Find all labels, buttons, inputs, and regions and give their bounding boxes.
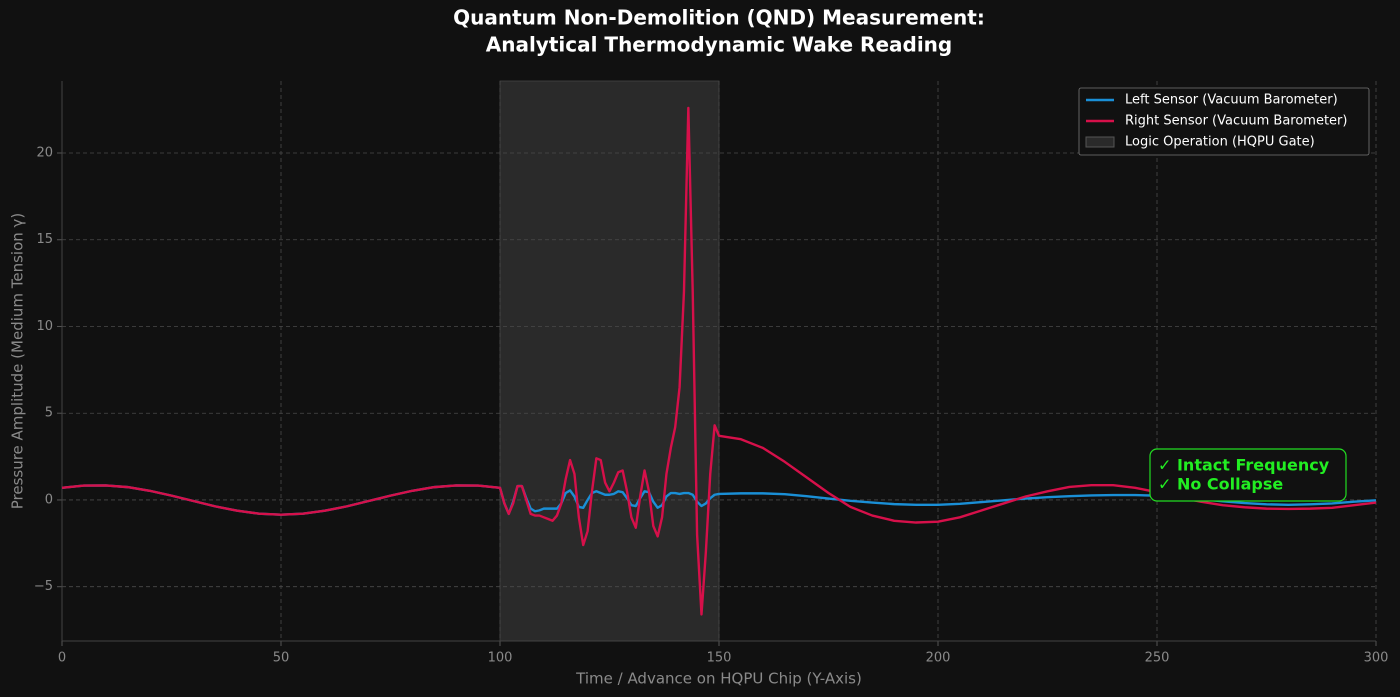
annotation: ✓ Intact Frequency — [1158, 456, 1330, 475]
legend-swatch — [1085, 136, 1115, 148]
x-axis-label: Time / Advance on HQPU Chip (Y-Axis) — [575, 670, 862, 688]
legend-label: Right Sensor (Vacuum Barometer) — [1125, 114, 1347, 129]
x-tick-label: 0 — [58, 651, 66, 666]
series-line — [61, 106, 1377, 616]
x-tick-label: 250 — [1145, 651, 1170, 666]
y-axis-label: Pressure Amplitude (Medium Tension γ) — [9, 213, 27, 510]
y-tick-label: 10 — [36, 319, 53, 334]
y-tick-label: 5 — [45, 406, 53, 421]
y-tick-label: 0 — [45, 492, 53, 507]
legend-label: Left Sensor (Vacuum Barometer) — [1125, 93, 1338, 108]
x-tick-label: 200 — [926, 651, 951, 666]
legend: Left Sensor (Vacuum Barometer) Right Sens… — [1078, 87, 1370, 156]
y-tick-label: 15 — [36, 232, 53, 247]
x-tick-label: 50 — [273, 651, 290, 666]
shaded-region — [499, 80, 720, 642]
annotation-box — [1149, 448, 1347, 502]
chart-title: Analytical Thermodynamic Wake Reading — [486, 33, 953, 57]
legend-label: Logic Operation (HQPU Gate) — [1125, 135, 1315, 150]
x-tick-label: 100 — [488, 651, 513, 666]
legend-box — [1078, 87, 1370, 156]
chart-title: Quantum Non-Demolition (QND) Measurement… — [453, 6, 985, 30]
y-tick-label: −5 — [34, 579, 53, 594]
x-tick-label: 300 — [1364, 651, 1389, 666]
x-tick-label: 150 — [707, 651, 732, 666]
annotation: ✓ No Collapse — [1158, 475, 1283, 494]
y-tick-label: 20 — [36, 145, 53, 160]
